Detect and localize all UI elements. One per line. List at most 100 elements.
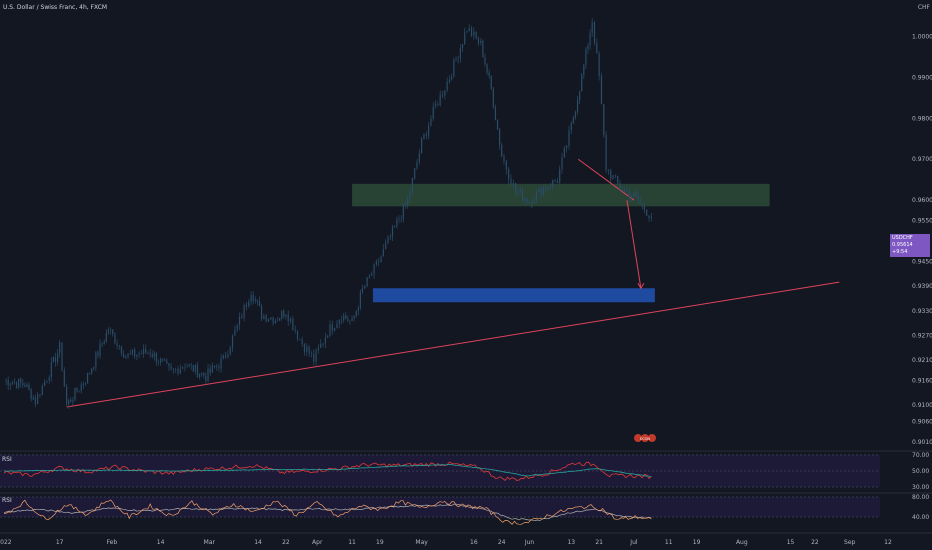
- stoch-axis[interactable]: 80.00 40.00: [912, 494, 929, 521]
- candle-body: [192, 364, 194, 372]
- price-tick-label: 0.90100: [912, 439, 932, 446]
- candle-body: [635, 192, 637, 196]
- time-tick-label: 19: [376, 539, 384, 546]
- candle-body: [585, 49, 587, 65]
- candle-body: [646, 209, 648, 216]
- candle-body: [68, 400, 70, 405]
- stoch-title[interactable]: RSI: [2, 497, 12, 504]
- candle-body: [248, 301, 250, 307]
- candle-body: [351, 318, 353, 321]
- rsi-axis[interactable]: 70.00 50.00 30.00: [912, 452, 929, 491]
- candle-body: [596, 43, 598, 54]
- candle-body: [448, 79, 451, 82]
- candle-body: [194, 364, 197, 372]
- candle-body: [294, 329, 296, 331]
- candle-body: [118, 345, 120, 347]
- candle-body: [252, 295, 254, 301]
- candle-body: [256, 299, 258, 302]
- candle-body: [5, 380, 7, 381]
- candle-body: [434, 104, 437, 107]
- candle-body: [439, 94, 441, 106]
- candle-body: [404, 203, 407, 205]
- candle-body: [281, 310, 283, 319]
- candle-body: [182, 366, 184, 369]
- time-tick-label: 15: [787, 539, 795, 546]
- candle-body: [338, 319, 340, 324]
- candle-body: [101, 343, 103, 345]
- candle-body: [13, 382, 16, 383]
- candle-body: [639, 200, 641, 204]
- candle-body: [72, 400, 74, 402]
- candle-body: [612, 175, 614, 179]
- time-axis[interactable]: 2022 17 Feb 14 Mar 14 22 Apr 11 19 May 16 24 Jun 13 21 J…: [0, 539, 892, 546]
- candle-body: [279, 318, 281, 321]
- candle-body: [54, 356, 57, 362]
- candle-body: [123, 353, 125, 358]
- candle-body: [37, 394, 39, 404]
- candle-body: [220, 358, 222, 369]
- candle-body: [421, 138, 423, 154]
- candle-body: [482, 40, 484, 58]
- time-tick-label: 14: [254, 539, 262, 546]
- candle-body: [512, 183, 514, 185]
- candle-body: [394, 226, 396, 227]
- time-tick-label: May: [415, 539, 428, 546]
- rsi-title[interactable]: RSI: [2, 456, 12, 463]
- candle-body: [207, 368, 209, 381]
- candle-body: [591, 22, 593, 34]
- candle-body: [334, 327, 336, 331]
- candle-body: [22, 382, 24, 386]
- stoch-rsi-pane[interactable]: 80.00 40.00: [0, 494, 929, 525]
- candle-body: [535, 191, 538, 201]
- candle-body: [296, 330, 299, 340]
- rsi-pane[interactable]: 70.00 50.00 30.00: [0, 452, 929, 491]
- candle-body: [494, 107, 497, 120]
- symbol-title[interactable]: U.S. Dollar / Swiss Franc, 4h, FXCM: [3, 4, 108, 11]
- candle-body: [336, 323, 338, 328]
- candle-body: [416, 161, 418, 169]
- economic-events-marker[interactable]: ECON: [634, 434, 656, 442]
- candle-body: [28, 384, 30, 390]
- time-tick-label: 11: [665, 539, 673, 546]
- candle-body: [398, 219, 400, 220]
- candle-body: [164, 359, 166, 361]
- candle-body: [650, 216, 652, 218]
- price-tag-value: 0.95614: [892, 242, 913, 248]
- candle-body: [236, 325, 238, 331]
- candle-body: [402, 203, 404, 219]
- candle-body: [46, 380, 48, 382]
- candle-body: [258, 301, 261, 307]
- candle-body: [155, 353, 158, 363]
- candle-body: [231, 335, 234, 348]
- candle-body: [265, 315, 267, 322]
- candle-body: [559, 169, 561, 183]
- candle-body: [109, 329, 112, 331]
- rsi-ma-line: [3, 464, 652, 477]
- time-tick-label: 2022: [0, 539, 12, 546]
- time-tick-label: 24: [498, 539, 506, 546]
- rsi-tick-label: 50.00: [912, 468, 929, 475]
- candle-body: [490, 76, 492, 89]
- candle-body: [626, 189, 628, 192]
- candle-body: [166, 360, 168, 364]
- candle-body: [614, 175, 616, 176]
- candle-body: [142, 348, 145, 354]
- candle-body: [93, 366, 95, 369]
- candle-body: [464, 32, 466, 45]
- candle-body: [41, 385, 43, 396]
- candle-body: [283, 310, 285, 317]
- candle-body: [125, 356, 127, 358]
- candle-body: [563, 147, 565, 158]
- candle-body: [292, 318, 294, 330]
- candle-body: [574, 111, 577, 118]
- candle-body: [84, 383, 87, 384]
- candle-body: [129, 353, 131, 354]
- candle-body: [205, 375, 207, 381]
- candle-body: [610, 169, 612, 179]
